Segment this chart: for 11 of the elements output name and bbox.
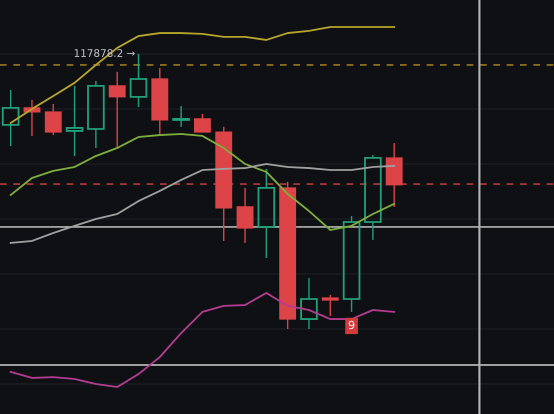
candlestick [194,113,211,133]
candlestick [236,187,254,244]
candlestick [258,168,276,259]
candlestick [300,277,318,330]
candlestick [108,71,126,149]
candlestick [322,294,339,317]
candlestick [172,105,190,128]
candlestick [2,89,20,147]
candlestick [44,103,62,136]
candlestick [66,85,84,157]
annotation: 9 [348,320,354,330]
